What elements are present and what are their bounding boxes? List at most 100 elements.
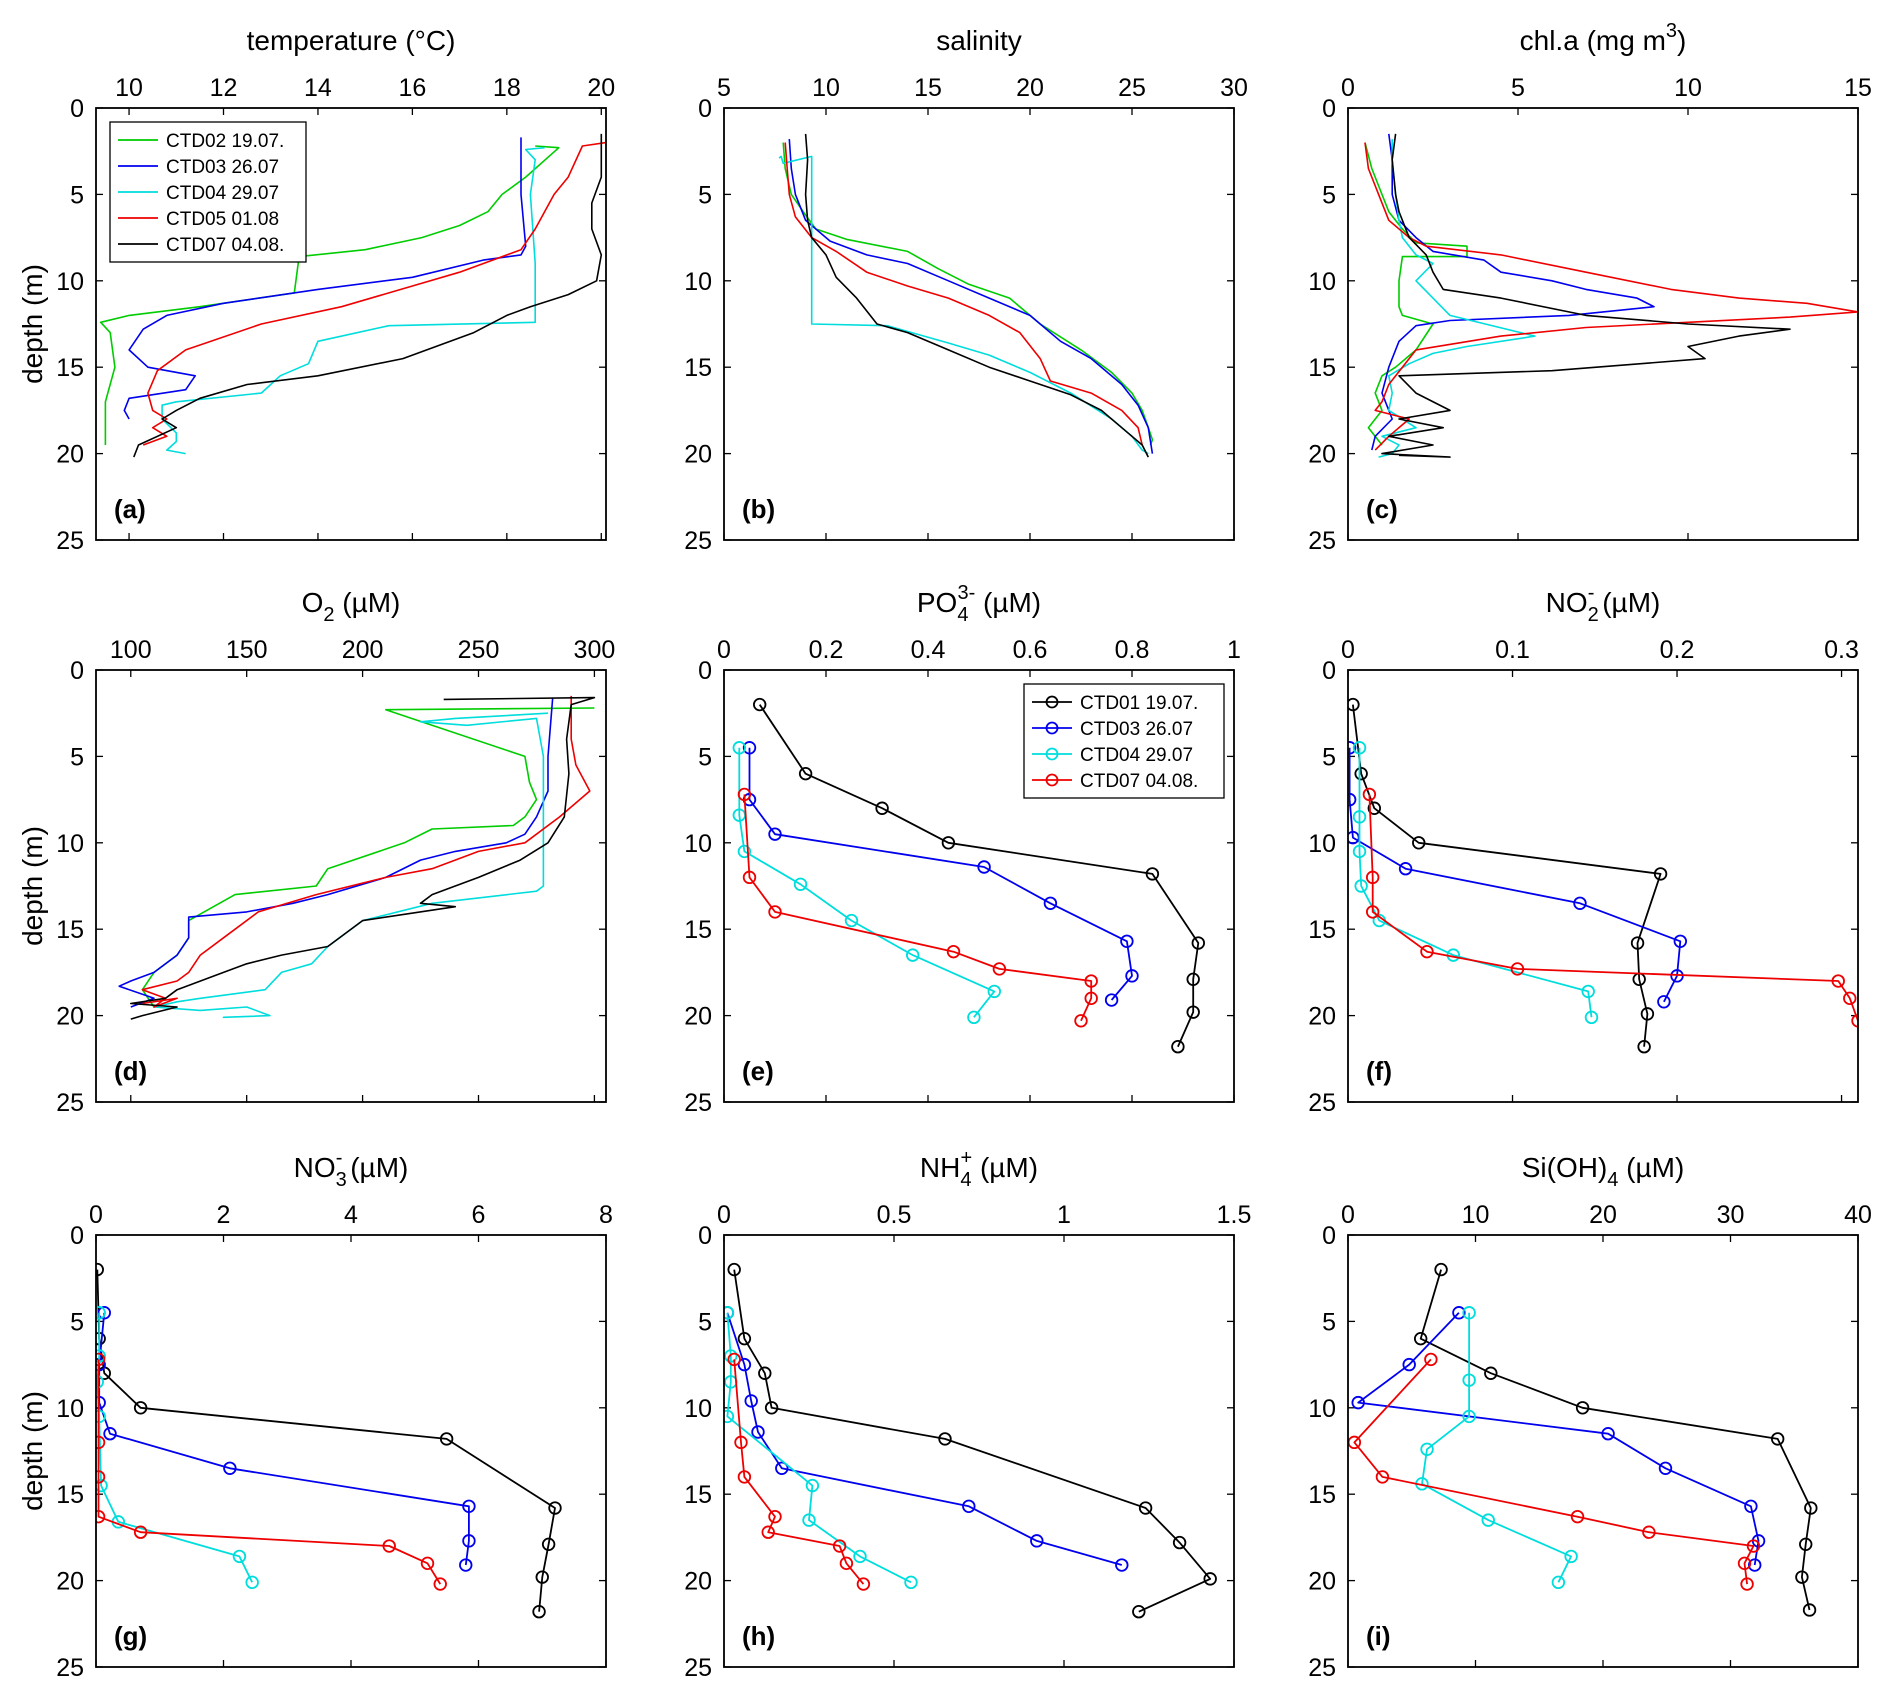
panel-label: (g) [114, 1621, 147, 1651]
data-point [844, 913, 859, 928]
data-point [1462, 1373, 1476, 1387]
data-point [1462, 1409, 1476, 1424]
x-tick-label: 6 [472, 1201, 486, 1229]
data-point [987, 984, 1002, 999]
data-point [96, 1509, 106, 1524]
x-axis-title-sup: - [1588, 582, 1595, 604]
data-point [1074, 1014, 1088, 1028]
series-line-0 [1419, 1269, 1812, 1611]
data-point [737, 844, 752, 859]
data-point [96, 1470, 106, 1484]
plot-frame [1347, 1234, 1859, 1668]
x-axis-title-sup: - [336, 1147, 343, 1169]
data-point [724, 1349, 738, 1363]
data-point [96, 1435, 106, 1450]
y-tick-label: 5 [1322, 181, 1336, 209]
data-point [1365, 870, 1380, 885]
data-point [1740, 1577, 1754, 1591]
data-point [1352, 810, 1367, 824]
data-point [1770, 1432, 1785, 1446]
x-tick-label: 25 [1118, 74, 1146, 102]
plot-frame [95, 669, 607, 1103]
x-axis-title-end: (µM) [975, 587, 1041, 618]
x-tick-label: 20 [587, 74, 615, 102]
x-tick-label: 14 [304, 74, 332, 102]
x-tick-label: 10 [812, 74, 840, 102]
panel-6: 0 2 4 6 8 0 5 10 15 20 25 NO3- (µM) depth (m) (g) [17, 1147, 613, 1682]
y-tick-label: 10 [684, 268, 712, 296]
data-point [1191, 936, 1206, 950]
legend-label: CTD01 19.07. [1080, 693, 1198, 714]
data-point [1030, 1534, 1044, 1548]
x-axis-title: salinity [936, 25, 1022, 56]
data-point [420, 1556, 435, 1571]
series-line-0 [1364, 142, 1468, 446]
y-tick-label: 20 [1308, 1003, 1336, 1031]
data-point [1354, 766, 1368, 781]
data-point [1348, 741, 1357, 755]
x-axis-title-end: (µM) [972, 1152, 1038, 1183]
data-point [1402, 1357, 1416, 1372]
data-point [1570, 1509, 1585, 1524]
data-point [1484, 1366, 1498, 1380]
y-tick-label: 0 [70, 657, 84, 685]
x-tick-label: 8 [599, 1201, 613, 1229]
data-point [764, 1401, 779, 1415]
data-point [1642, 1525, 1656, 1539]
x-axis-title: temperature (°C) [247, 25, 456, 56]
series-line-2 [161, 146, 545, 455]
x-tick-label: 30 [1220, 74, 1248, 102]
panel-3: 100 150 200 250 300 0 5 10 15 20 25 O2 (µM) depth (m… [17, 587, 615, 1117]
plot-frame [95, 107, 607, 541]
data-point [1420, 944, 1434, 959]
x-axis-title-main: PO [917, 587, 957, 618]
series-line-0 [99, 145, 560, 445]
data-point [541, 1537, 556, 1552]
series-line-2 [1378, 139, 1536, 458]
x-axis-title-end: ) [1677, 25, 1686, 56]
y-tick-label: 25 [56, 1089, 84, 1117]
legend-marker [1045, 721, 1059, 735]
x-axis-title-sub: 4 [960, 1169, 971, 1191]
panel-label: (d) [114, 1056, 147, 1086]
x-tick-label: 15 [914, 74, 942, 102]
series-group [778, 133, 1154, 458]
x-axis-title-main: NO [294, 1152, 336, 1183]
series-group [1348, 697, 1858, 1054]
x-axis-title-main: NH [920, 1152, 960, 1183]
data-point [439, 1432, 454, 1446]
x-tick-label: 0 [1341, 74, 1355, 102]
data-point [768, 827, 782, 841]
data-point [1138, 1501, 1153, 1515]
plot-frame [723, 1234, 1235, 1668]
data-point [1658, 1461, 1673, 1475]
y-tick-label: 15 [56, 1481, 84, 1509]
series-line-0 [141, 707, 595, 1008]
data-point [802, 1513, 816, 1527]
x-axis-title: O2 (µM) [302, 587, 401, 626]
data-point [737, 1470, 752, 1484]
series-line-4 [1381, 133, 1791, 458]
data-point [1145, 867, 1160, 881]
data-point [727, 1352, 741, 1367]
data-point [1365, 905, 1380, 919]
data-point [805, 1478, 820, 1493]
x-tick-label: 15 [1844, 74, 1872, 102]
data-point [775, 1461, 789, 1475]
y-tick-label: 15 [56, 916, 84, 944]
y-tick-label: 0 [1322, 657, 1336, 685]
data-point [1348, 697, 1360, 712]
data-point [742, 870, 757, 885]
x-tick-label: 100 [110, 636, 152, 664]
data-point [232, 1549, 247, 1564]
panel-2: 0 5 10 15 0 5 10 15 20 25 chl.a (mg m3) (c) [1308, 20, 1872, 555]
x-axis-title-sup: + [961, 1147, 973, 1169]
series-line-3 [97, 1359, 442, 1585]
data-point [875, 801, 889, 815]
legend-marker [1045, 695, 1059, 709]
legend-label: CTD07 04.08. [166, 235, 284, 256]
data-point [938, 1432, 952, 1446]
series-line-0 [1352, 704, 1662, 1047]
data-point [1352, 741, 1367, 755]
data-point [462, 1534, 476, 1548]
